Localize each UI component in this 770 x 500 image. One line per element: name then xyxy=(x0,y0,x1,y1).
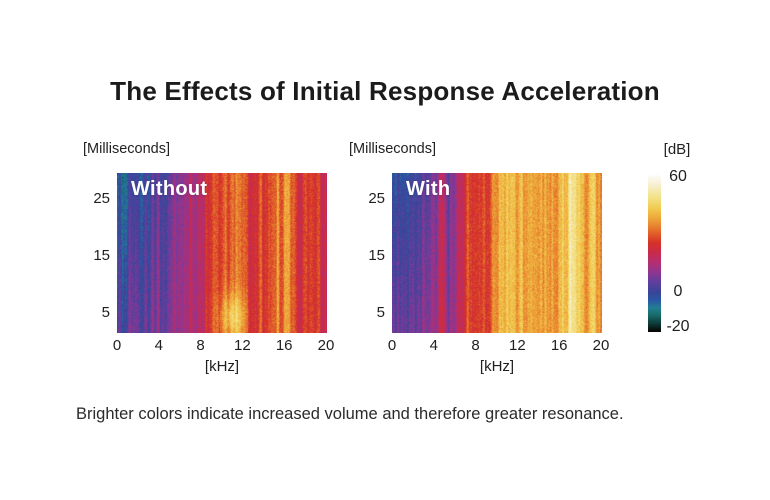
x-tick-label: 20 xyxy=(317,337,335,354)
plot-label-without: Without xyxy=(131,178,208,200)
colorbar-gradient xyxy=(648,173,661,332)
x-tick-label: 20 xyxy=(592,337,610,354)
y-tick-label: 25 xyxy=(368,189,385,207)
x-tick-label: 16 xyxy=(550,337,568,354)
y-tick-label: 5 xyxy=(376,304,385,321)
colorbar-tick-label: -20 xyxy=(666,318,690,335)
y-axis-title-with: [Milliseconds] xyxy=(349,141,437,157)
x-tick-label: 4 xyxy=(429,337,438,354)
y-tick-label: 15 xyxy=(368,246,385,264)
x-tick-label: 8 xyxy=(196,337,205,354)
spectrogram-canvas-without xyxy=(117,173,327,333)
x-tick-label: 12 xyxy=(509,337,526,354)
y-tick-label: 25 xyxy=(93,189,110,207)
x-tick-label: 8 xyxy=(471,337,480,354)
x-tick-label: 12 xyxy=(234,337,251,354)
y-tick-label: 5 xyxy=(101,304,110,321)
x-tick-label: 4 xyxy=(154,337,163,354)
plot-label-with: With xyxy=(406,178,451,200)
figure-caption: Brighter colors indicate increased volum… xyxy=(76,405,624,423)
colorbar-tick-label: 0 xyxy=(673,283,683,301)
x-tick-label: 0 xyxy=(112,337,122,354)
colorbar-tick-label: 60 xyxy=(669,168,687,185)
x-tick-label: 16 xyxy=(275,337,293,354)
spectrogram-canvas-with xyxy=(392,173,602,333)
x-tick-label: 0 xyxy=(387,337,397,354)
y-tick-label: 15 xyxy=(93,246,110,264)
colorbar-title: [dB] xyxy=(663,141,691,158)
y-axis-title-without: [Milliseconds] xyxy=(83,141,171,157)
x-axis-title-without: [kHz] xyxy=(204,358,240,375)
figure-title: The Effects of Initial Response Accelera… xyxy=(110,76,660,106)
x-axis-title-with: [kHz] xyxy=(479,358,515,375)
